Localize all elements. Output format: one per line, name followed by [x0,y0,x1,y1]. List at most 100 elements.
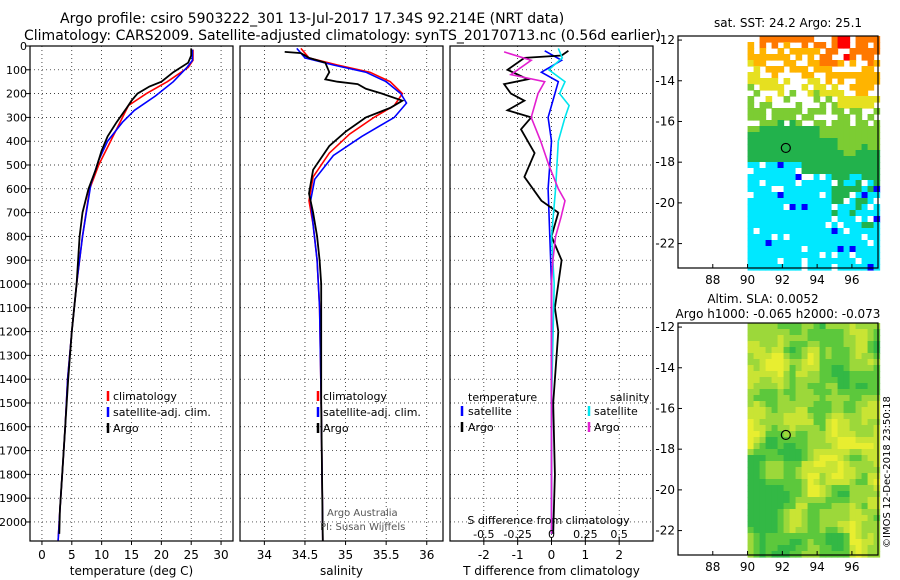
map-cell [801,210,809,217]
map-cell [801,132,809,139]
map-cell [867,323,875,330]
y-tick-label: 1300 [0,349,27,362]
map-cell [861,377,869,384]
map-cell [753,521,761,528]
map-cell [825,419,833,426]
map-cell [825,252,833,259]
map-y-tick-label: -22 [655,237,675,251]
map-cell [837,216,845,223]
map-cell [795,210,803,217]
map-cell [861,527,869,534]
map-cell [813,144,821,151]
map-cell [765,371,773,378]
map-cell [789,533,797,540]
map-cell [831,228,839,235]
map-cell [849,174,857,181]
map-cell [855,395,863,402]
map-cell [783,425,791,432]
map-cell [789,150,797,157]
map-cell [861,156,869,163]
map-cell [795,539,803,546]
map-cell [795,120,803,127]
map-cell [813,425,821,432]
map-cell [747,84,755,91]
map-cell [759,138,767,145]
map-cell [831,138,839,145]
map-cell [873,120,881,127]
map-cell [867,180,875,187]
map-cell [831,443,839,450]
map-cell [753,461,761,468]
map-cell [795,515,803,522]
map-cell [867,222,875,229]
map-cell [813,527,821,534]
map-cell [867,228,875,235]
map-cell [777,138,785,145]
map-cell [753,503,761,510]
map-cell [843,467,851,474]
map-cell [789,461,797,468]
map-cell [801,473,809,480]
map-cell [813,407,821,414]
map-cell [825,204,833,211]
map-cell [837,156,845,163]
map-cell [819,102,827,109]
map-cell [819,54,827,61]
map-cell [831,174,839,181]
map-cell [759,323,767,330]
map-cell [771,473,779,480]
map-cell [783,461,791,468]
map-cell [759,234,767,241]
map-cell [873,96,881,103]
map-cell [825,425,833,432]
map-cell [777,120,785,127]
map-cell [831,186,839,193]
map-cell [783,258,791,265]
map-cell [753,108,761,115]
map-cell [873,180,881,187]
map-cell [825,180,833,187]
map-cell [813,60,821,67]
map-cell [807,491,815,498]
map-cell [759,545,767,552]
map-cell [783,180,791,187]
map-cell [837,497,845,504]
map-cell [801,401,809,408]
map-cell [765,198,773,205]
map-cell [855,515,863,522]
map-cell [771,84,779,91]
map-cell [813,545,821,552]
map-cell [771,150,779,157]
map-cell [777,383,785,390]
map-cell [831,234,839,241]
map-cell [855,204,863,211]
map-cell [753,210,761,217]
map-cell [765,162,773,169]
map-cell [753,341,761,348]
map-cell [831,84,839,91]
sla-map-subtitle: Argo h1000: -0.065 h2000: -0.073 [676,307,881,321]
map-cell [783,437,791,444]
map-cell [765,204,773,211]
map-cell [759,216,767,223]
map-cell [849,413,857,420]
map-cell [873,467,881,474]
map-cell [837,96,845,103]
map-cell [807,132,815,139]
map-cell [837,473,845,480]
map-cell [849,479,857,486]
map-cell [831,335,839,342]
y-tick-label: 2000 [0,516,27,529]
map-cell [837,150,845,157]
map-cell [867,186,875,193]
map-cell [843,449,851,456]
map-cell [747,551,755,558]
map-cell [759,126,767,133]
map-cell [873,162,881,169]
map-cell [759,371,767,378]
map-cell [759,485,767,492]
map-cell [855,210,863,217]
map-cell [843,437,851,444]
map-cell [831,48,839,55]
map-cell [747,359,755,366]
